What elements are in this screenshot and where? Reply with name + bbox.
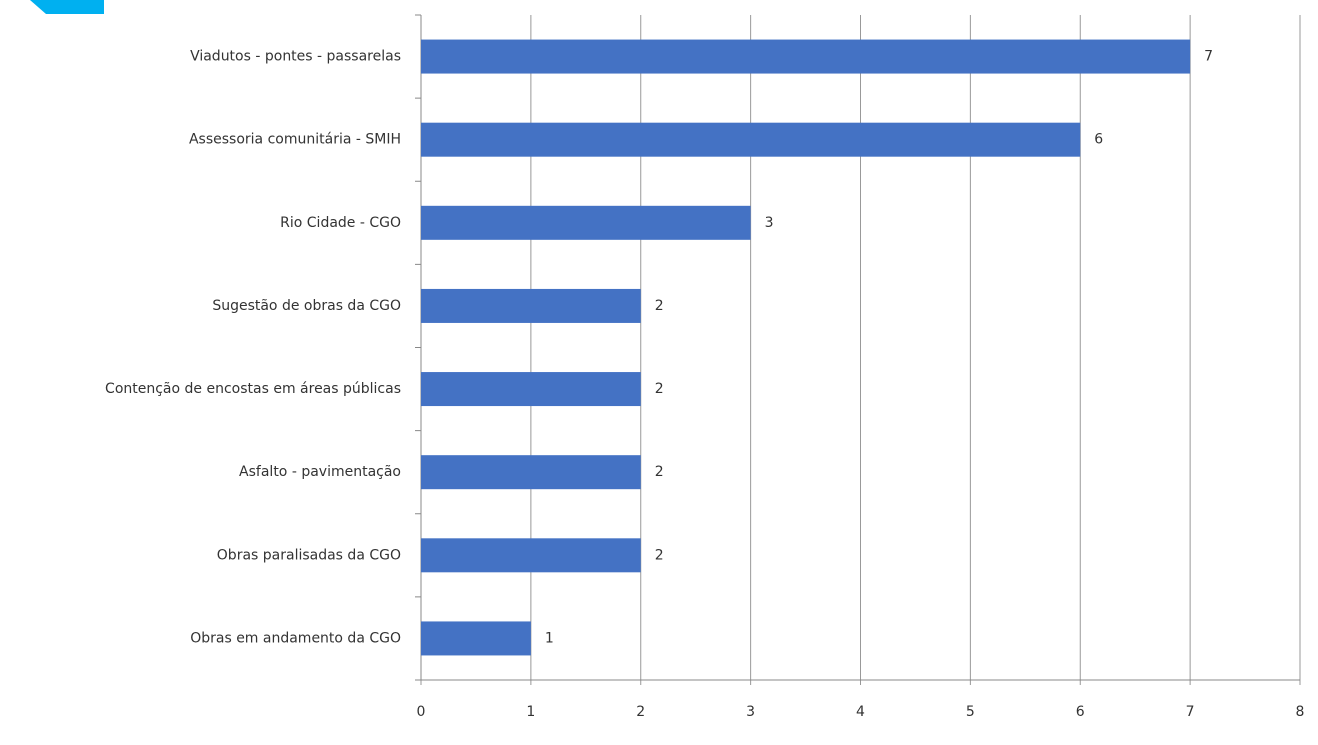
- x-tick-label: 8: [1296, 704, 1305, 720]
- data-label: 2: [655, 547, 664, 563]
- data-label: 1: [545, 630, 554, 646]
- y-tick-label: Sugestão de obras da CGO: [212, 298, 401, 314]
- bar: [421, 455, 641, 490]
- x-tick-label: 1: [526, 704, 535, 720]
- bar: [421, 288, 641, 323]
- data-label: 3: [765, 215, 774, 231]
- y-tick-label: Viadutos - pontes - passarelas: [190, 49, 401, 65]
- bar: [421, 621, 531, 656]
- y-tick-label: Contenção de encostas em áreas públicas: [105, 381, 401, 397]
- x-tick-label: 6: [1076, 704, 1085, 720]
- x-tick-label: 3: [746, 704, 755, 720]
- data-label: 6: [1094, 132, 1103, 148]
- x-tick-label: 4: [856, 704, 865, 720]
- x-tick-label: 2: [636, 704, 645, 720]
- bar: [421, 372, 641, 407]
- y-tick-label: Obras em andamento da CGO: [190, 630, 401, 646]
- data-label: 2: [655, 381, 664, 397]
- y-tick-label: Assessoria comunitária - SMIH: [189, 132, 401, 148]
- x-tick-label: 7: [1186, 704, 1195, 720]
- data-label: 7: [1204, 49, 1213, 65]
- bar: [421, 205, 751, 240]
- data-label: 2: [655, 464, 664, 480]
- bar: [421, 538, 641, 573]
- x-tick-label: 0: [417, 704, 426, 720]
- bar: [421, 122, 1081, 157]
- data-label: 2: [655, 298, 664, 314]
- x-tick-label: 5: [966, 704, 975, 720]
- y-tick-label: Obras paralisadas da CGO: [217, 547, 401, 563]
- y-tick-label: Rio Cidade - CGO: [280, 215, 401, 231]
- corner-decoration: [30, 0, 104, 14]
- y-tick-label: Asfalto - pavimentação: [239, 464, 401, 480]
- bar: [421, 39, 1191, 74]
